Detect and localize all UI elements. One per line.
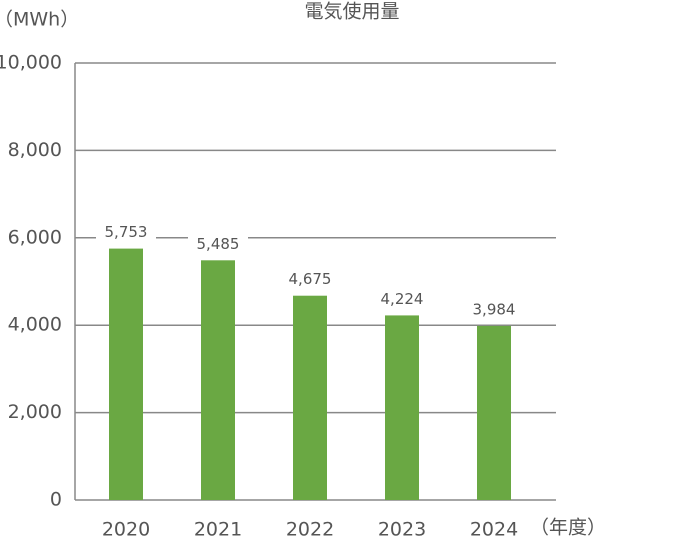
value-label: 5,485 [197,235,240,253]
bar [201,260,235,500]
value-label: 4,224 [381,290,424,308]
chart-title: 電気使用量 [304,1,399,23]
value-label-bg [188,233,248,254]
y-tick-label: 0 [50,489,62,511]
y-tick-label: 8,000 [8,139,62,161]
x-tick-label: 2020 [102,519,150,540]
y-tick-label: 10,000 [0,52,62,74]
value-label-bg [280,268,340,289]
value-label: 3,984 [473,300,516,318]
bar [477,325,511,500]
x-tick-label: 2023 [378,519,426,540]
value-label: 5,753 [105,223,148,241]
x-tick-label: 2022 [286,519,334,540]
bar [109,248,143,500]
value-label-bg [372,288,432,309]
y-tick-label: 2,000 [8,401,62,423]
x-tick-label: 2021 [194,519,242,540]
bar [385,315,419,500]
y-axis-label: （MWh） [0,9,79,31]
value-label-bg [464,298,524,319]
y-tick-label: 4,000 [8,314,62,336]
value-label-bg [96,221,156,242]
y-tick-label: 6,000 [8,226,62,248]
bar [293,295,327,500]
value-label: 4,675 [289,270,332,288]
x-tick-label: 2024 [470,519,518,540]
x-axis-label: （年度） [530,517,606,539]
